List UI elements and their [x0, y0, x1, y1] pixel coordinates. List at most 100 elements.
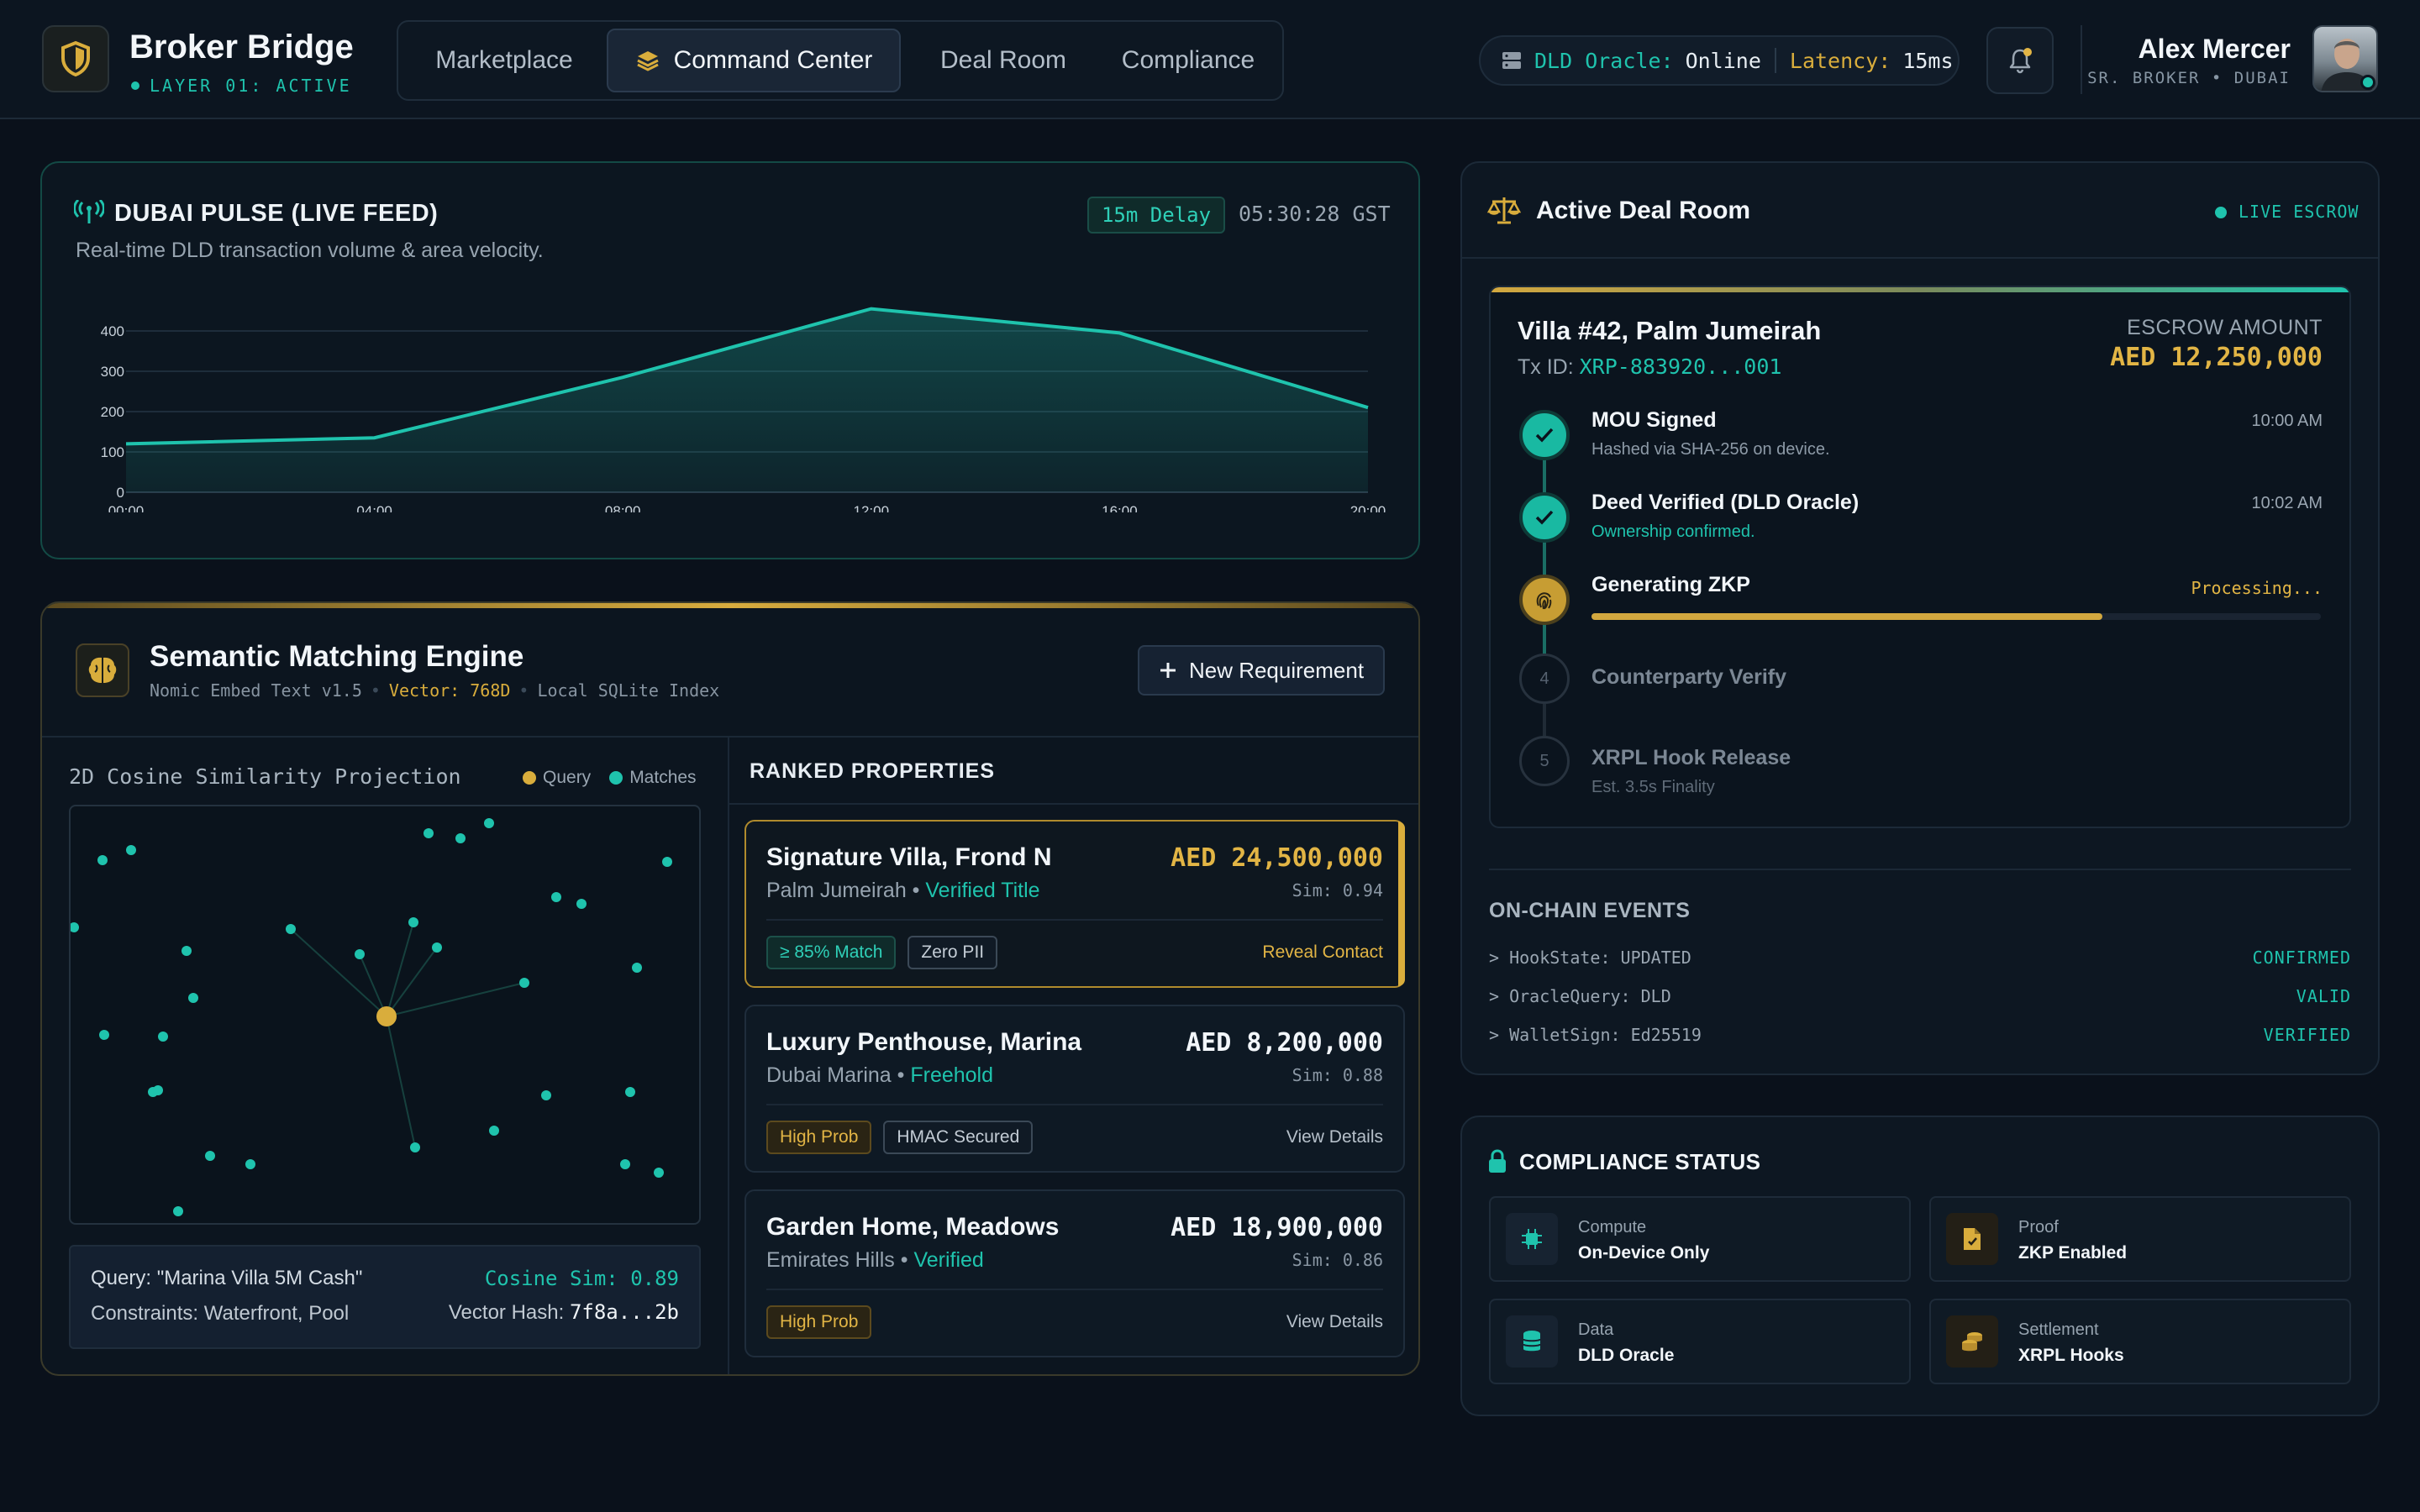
y-tick-label: 400	[101, 323, 124, 339]
document-icon	[1964, 1228, 1981, 1250]
oracle-label: DLD Oracle:	[1534, 48, 1674, 73]
layer-status: LAYER 01: ACTIVE	[131, 76, 352, 96]
step-desc: Ownership confirmed.	[1591, 522, 1755, 541]
nav-deal-room[interactable]: Deal Room	[939, 46, 1067, 74]
pulse-subtitle: Real-time DLD transaction volume & area …	[76, 239, 544, 262]
icon-box	[1946, 1315, 1998, 1368]
property-location: Dubai Marina • Freehold	[766, 1063, 994, 1087]
step-title: Deed Verified (DLD Oracle)	[1591, 491, 1860, 514]
engine-title: Semantic Matching Engine	[150, 640, 524, 673]
property-name: Signature Villa, Frond N	[766, 843, 1052, 871]
oracle-status-pill: DLD Oracle: Online Latency: 15ms	[1479, 35, 1960, 86]
new-requirement-button[interactable]: New Requirement	[1138, 645, 1385, 696]
live-dot	[2215, 207, 2227, 218]
step-pending-marker: 5	[1519, 736, 1570, 786]
nav-compliance[interactable]: Compliance	[1121, 46, 1255, 74]
property-card-garden-home[interactable]: Garden Home, Meadows Emirates Hills • Ve…	[744, 1189, 1405, 1357]
zkp-progress-bar	[1591, 613, 2321, 620]
timeline-connector	[1543, 704, 1546, 746]
step-pending-marker: 4	[1519, 654, 1570, 704]
compliance-title: COMPLIANCE STATUS	[1519, 1149, 1761, 1174]
layers-icon	[636, 51, 659, 71]
database-icon	[1523, 1331, 1541, 1352]
selected-accent	[1398, 822, 1405, 986]
ranked-divider	[729, 803, 1418, 805]
x-tick-label: 00:00	[108, 503, 145, 512]
header-divider	[2081, 25, 2082, 94]
step-status: Processing...	[2191, 578, 2323, 598]
legend-matches: Matches	[609, 768, 697, 788]
tile-value: DLD Oracle	[1578, 1346, 1675, 1365]
nav-command-center[interactable]: Command Center	[607, 29, 901, 92]
similarity-links	[290, 921, 525, 1148]
latency-label: Latency:	[1789, 48, 1891, 73]
property-location: Emirates Hills • Verified	[766, 1248, 984, 1272]
tx-id[interactable]: Tx ID: XRP-883920...001	[1518, 354, 1782, 379]
check-icon	[1535, 428, 1554, 443]
compliance-tile-compute[interactable]: Compute On-Device Only	[1489, 1196, 1911, 1282]
constraints-text: Constraints: Waterfront, Pool	[91, 1302, 350, 1325]
y-tick-label: 100	[101, 444, 124, 460]
main-nav: Marketplace Command Center Deal Room Com…	[397, 20, 1284, 101]
y-tick-label: 300	[101, 364, 124, 380]
tile-label: Proof	[2018, 1218, 2059, 1236]
step-title: Generating ZKP	[1591, 573, 1750, 596]
compliance-tile-data[interactable]: Data DLD Oracle	[1489, 1299, 1911, 1384]
step-processing-marker	[1519, 575, 1570, 625]
escrow-amount: AED 12,250,000	[2110, 343, 2323, 372]
projection-legend: Query Matches	[523, 768, 697, 788]
view-details-link[interactable]: View Details	[1286, 1127, 1383, 1147]
step-complete-marker	[1519, 410, 1570, 460]
property-card-luxury-penthouse[interactable]: Luxury Penthouse, Marina Dubai Marina • …	[744, 1005, 1405, 1173]
query-summary: Query: "Marina Villa 5M Cash" Cosine Sim…	[69, 1245, 701, 1349]
property-sim: Sim: 0.94	[1292, 880, 1383, 900]
vector-hash: Vector Hash: 7f8a...2b	[448, 1300, 679, 1324]
nav-marketplace[interactable]: Marketplace	[435, 46, 573, 74]
pulse-area-chart: 0 100 200 300 400 00:00 04:00 08:00 12:00 16:00 20…	[101, 307, 1386, 512]
online-status-dot	[2360, 75, 2375, 90]
status-dot	[131, 81, 139, 90]
step-desc: Hashed via SHA-256 on device.	[1591, 440, 1830, 459]
timeline-connector	[1543, 459, 1546, 501]
timeline-connector	[1543, 541, 1546, 583]
cosine-sim: Cosine Sim: 0.89	[484, 1267, 679, 1290]
legend-query: Query	[523, 768, 591, 788]
compliance-tile-settlement[interactable]: Settlement XRPL Hooks	[1929, 1299, 2351, 1384]
pill-divider	[1774, 48, 1776, 73]
events-title: ON-CHAIN EVENTS	[1489, 899, 1691, 922]
high-prob-tag: High Prob	[766, 1121, 872, 1154]
tile-label: Settlement	[2018, 1320, 2099, 1339]
tile-value: ZKP Enabled	[2018, 1243, 2128, 1263]
icon-box	[1506, 1213, 1558, 1265]
projection-title: 2D Cosine Similarity Projection	[69, 764, 461, 789]
server-icon	[1502, 52, 1521, 69]
deal-room-title: Active Deal Room	[1536, 197, 1751, 224]
query-point	[376, 1006, 397, 1026]
property-location: Palm Jumeirah • Verified Title	[766, 879, 1040, 902]
x-tick-label: 08:00	[605, 503, 641, 512]
x-tick-label: 20:00	[1350, 503, 1386, 512]
card-divider	[766, 1104, 1383, 1105]
ranked-properties-title: RANKED PROPERTIES	[750, 759, 996, 783]
engine-meta: Nomic Embed Text v1.5 • Vector: 768D • Local…	[150, 680, 720, 701]
tile-label: Data	[1578, 1320, 1614, 1339]
pulse-time: 05:30:28 GST	[1239, 202, 1391, 226]
notifications-button[interactable]	[1986, 27, 2054, 94]
similarity-scatter[interactable]	[69, 805, 701, 1225]
property-card-signature-villa[interactable]: Signature Villa, Frond N Palm Jumeirah •…	[744, 820, 1405, 988]
high-prob-tag: High Prob	[766, 1305, 872, 1339]
step-complete-marker	[1519, 492, 1570, 543]
compliance-tile-proof[interactable]: Proof ZKP Enabled	[1929, 1196, 2351, 1282]
reveal-contact-link[interactable]: Reveal Contact	[1262, 942, 1383, 962]
area-fill	[126, 308, 1368, 492]
deal-header-divider	[1462, 257, 2378, 259]
view-details-link[interactable]: View Details	[1286, 1312, 1383, 1331]
hmac-tag: HMAC Secured	[883, 1121, 1034, 1154]
property-sim: Sim: 0.86	[1292, 1250, 1383, 1270]
query-text: Query: "Marina Villa 5M Cash"	[91, 1267, 363, 1289]
property-price: AED 18,900,000	[1171, 1213, 1383, 1242]
property-price: AED 8,200,000	[1186, 1028, 1383, 1058]
match-points	[71, 818, 672, 1216]
logo[interactable]	[42, 25, 109, 92]
icon-box	[1946, 1213, 1998, 1265]
